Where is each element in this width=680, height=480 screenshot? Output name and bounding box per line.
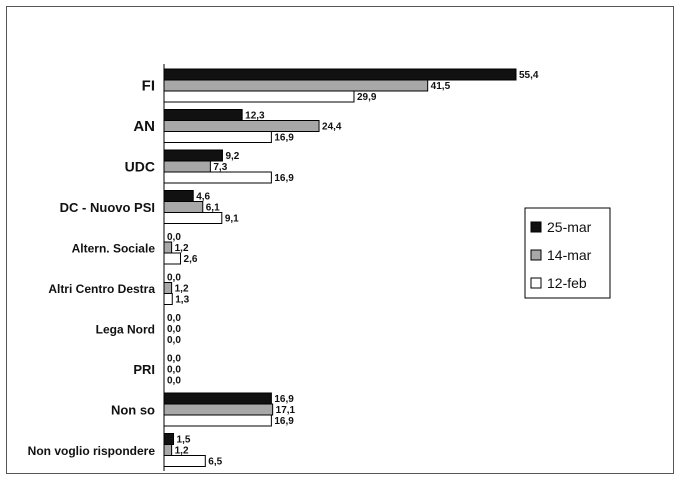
value-label: 16,9 <box>274 133 294 144</box>
legend: 25-mar 14-mar 12-feb <box>524 207 611 299</box>
bar <box>163 403 274 416</box>
bar <box>163 241 173 254</box>
value-label: 0,0 <box>167 376 181 387</box>
category-label: Altern. Sociale <box>72 242 156 256</box>
value-label: 0,0 <box>167 232 181 243</box>
legend-swatch <box>530 277 542 289</box>
bar <box>163 90 355 103</box>
bar <box>163 252 182 265</box>
bar <box>163 120 320 132</box>
value-label: 4,6 <box>196 192 210 203</box>
value-label: 0,0 <box>167 324 181 335</box>
bar <box>163 109 243 121</box>
value-label: 1,2 <box>175 446 189 457</box>
bar <box>163 68 517 81</box>
bar <box>163 131 272 143</box>
value-label: 6,1 <box>206 203 220 214</box>
value-label: 16,9 <box>274 394 294 405</box>
category-label: Altri Centro Destra <box>48 282 155 296</box>
bar <box>163 79 429 92</box>
bars <box>163 68 517 467</box>
value-label: 12,3 <box>245 111 265 122</box>
category-label: DC - Nuovo PSI <box>60 200 155 215</box>
category-label: UDC <box>125 159 155 175</box>
value-label: 55,4 <box>519 70 539 81</box>
value-label: 1,5 <box>177 435 191 446</box>
value-label: 24,4 <box>322 122 342 133</box>
value-label: 0,0 <box>167 273 181 284</box>
bar <box>163 433 175 445</box>
bar <box>163 282 173 294</box>
value-label: 0,0 <box>167 335 181 346</box>
value-label: 1,2 <box>175 243 189 254</box>
category-label: AN <box>133 118 155 135</box>
bar <box>163 392 272 405</box>
bar <box>163 212 223 224</box>
legend-label: 14-mar <box>547 247 592 263</box>
category-label: Lega Nord <box>96 323 155 337</box>
bar <box>163 293 173 305</box>
value-label: 6,5 <box>208 457 222 468</box>
legend-swatch <box>530 249 542 261</box>
value-label: 17,1 <box>276 405 296 416</box>
bar <box>163 171 272 184</box>
value-labels: 55,4 41,5 29,9 12,3 24,4 16,9 9,27,3 16,9 4,66,1… <box>167 70 539 468</box>
value-label: 0,0 <box>167 365 181 376</box>
value-label: 0,0 <box>167 354 181 365</box>
value-label: 2,6 <box>184 254 198 265</box>
bar <box>163 414 272 427</box>
category-label: Non voglio rispondere <box>28 444 156 458</box>
legend-swatch <box>530 221 542 233</box>
bar <box>163 201 204 213</box>
value-label: 9,2 <box>225 151 239 162</box>
legend-label: 12-feb <box>547 275 587 291</box>
category-labels: FI AN UDC DC - Nuovo PSI Altern. Sociale Altr… <box>28 78 156 459</box>
value-label: 16,9 <box>274 173 294 184</box>
value-label: 29,9 <box>357 92 377 103</box>
value-label: 1,2 <box>175 284 189 295</box>
bar <box>163 444 173 456</box>
bar <box>163 149 223 162</box>
value-label: 16,9 <box>274 416 294 427</box>
value-label: 1,3 <box>175 295 189 306</box>
value-label: 7,3 <box>213 162 227 173</box>
bar <box>163 190 194 202</box>
category-label: Non so <box>111 403 155 418</box>
category-label: FI <box>142 78 155 95</box>
value-label: 9,1 <box>225 214 239 225</box>
category-label: PRI <box>133 362 155 377</box>
value-label: 41,5 <box>431 81 451 92</box>
bar <box>163 160 211 173</box>
value-label: 0,0 <box>167 313 181 324</box>
bar <box>163 455 206 467</box>
legend-label: 25-mar <box>547 219 592 235</box>
